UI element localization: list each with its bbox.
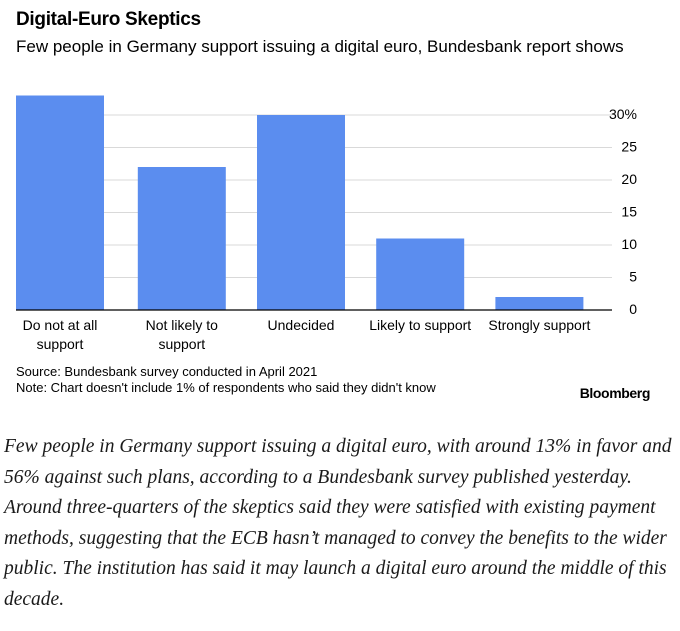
x-tick-label: Not likely to support — [146, 317, 219, 352]
x-tick-label: Likely to support — [369, 317, 471, 333]
y-tick-label: 15 — [621, 204, 637, 220]
y-tick-label: 10 — [621, 236, 637, 252]
article-caption: Few people in Germany support issuing a … — [4, 436, 672, 610]
y-tick-label: 25 — [621, 139, 637, 155]
bar — [376, 238, 465, 310]
bar-chart: 0 5 10 15 20 25 30% Do not at all support Not lik… — [16, 95, 637, 352]
y-tick-label: 20 — [621, 171, 637, 187]
y-tick-label: 0 — [629, 301, 637, 317]
y-tick-label: 5 — [629, 269, 637, 285]
bar — [16, 95, 104, 310]
x-tick-label: Strongly support — [488, 317, 590, 333]
chart-title: Digital-Euro Skeptics — [16, 9, 201, 30]
bar — [257, 115, 345, 310]
bloomberg-logo: Bloomberg — [579, 385, 651, 401]
y-tick-label: 30% — [609, 106, 637, 122]
footnote: Note: Chart doesn't include 1% of respon… — [16, 380, 436, 395]
x-tick-label: Undecided — [268, 317, 335, 333]
x-tick-label: Do not at all support — [23, 317, 98, 352]
source-note: Source: Bundesbank survey conducted in A… — [16, 364, 318, 379]
chart-subtitle: Few people in Germany support issuing a … — [16, 37, 624, 56]
bar — [495, 297, 584, 310]
bar — [137, 167, 226, 310]
